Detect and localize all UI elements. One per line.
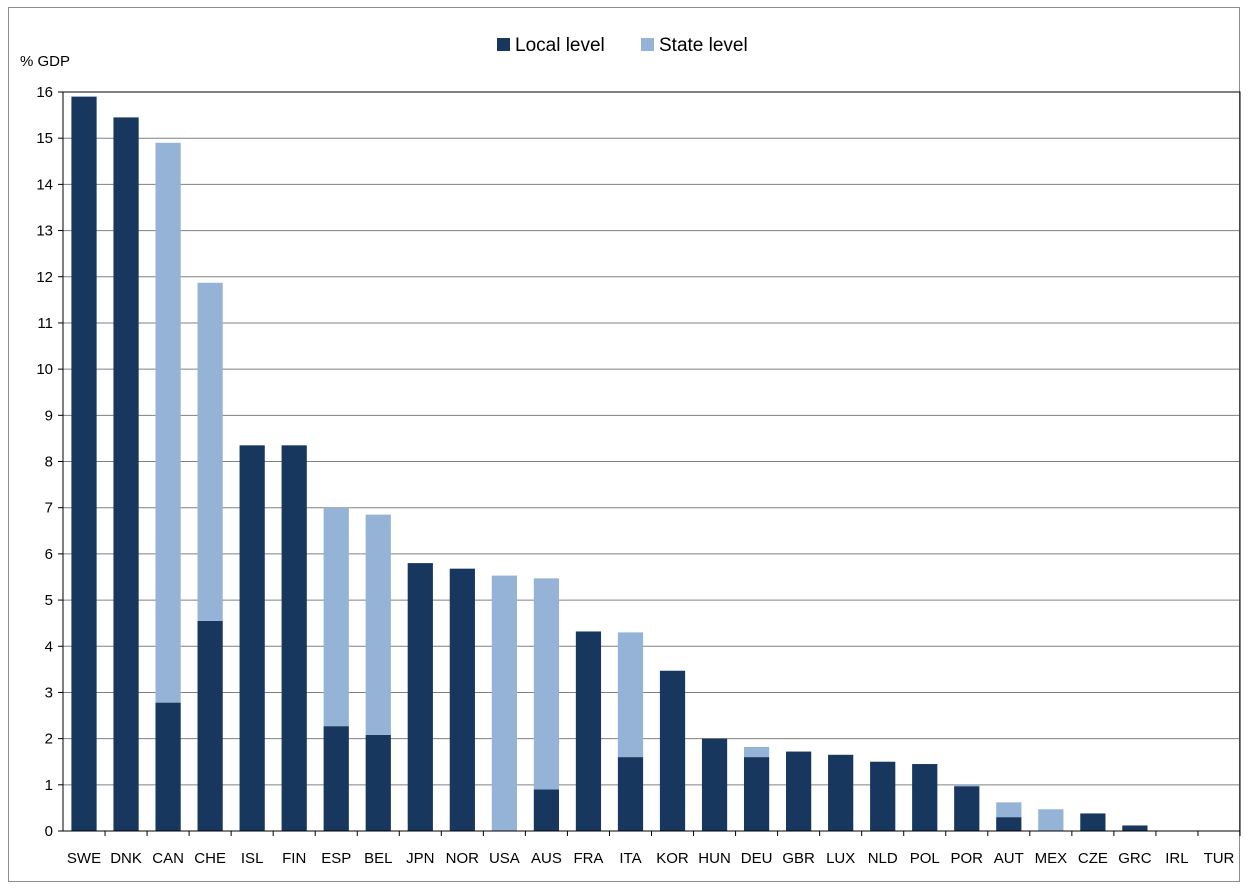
- x-category-label: KOR: [656, 850, 689, 867]
- x-category-label: DEU: [741, 850, 773, 867]
- y-tick-label: 4: [45, 638, 53, 655]
- plot-area-border: [62, 91, 1241, 832]
- y-tick-label: 6: [45, 546, 53, 563]
- bar-dnk-local: [113, 117, 139, 831]
- bar-nld-local: [870, 761, 896, 831]
- bar-aut-local: [996, 817, 1022, 831]
- y-tick-label: 1: [45, 777, 53, 794]
- y-tick-label: 0: [45, 823, 53, 840]
- y-tick-label: 16: [36, 84, 53, 101]
- x-category-label: AUT: [994, 850, 1024, 867]
- x-category-label: NOR: [446, 850, 480, 867]
- y-tick-label: 3: [45, 684, 53, 701]
- x-category-label: GRC: [1118, 850, 1152, 867]
- x-category-label: AUS: [531, 850, 562, 867]
- x-category-label: MEX: [1035, 850, 1068, 867]
- y-axis-unit-label: % GDP: [20, 53, 70, 70]
- legend-label-local: Local level: [515, 35, 605, 56]
- bar-aus-local: [533, 789, 560, 831]
- bars: [71, 96, 1241, 836]
- bar-grc-local: [1122, 825, 1148, 831]
- x-category-label: ESP: [321, 850, 351, 867]
- bar-bel-local: [365, 734, 391, 831]
- bar-bel-state: [365, 514, 391, 735]
- bar-deu-state: [743, 746, 770, 758]
- bar-swe-local: [71, 96, 97, 831]
- x-category-label: BEL: [364, 850, 392, 867]
- y-tick-label: 8: [45, 454, 53, 471]
- x-category-label: POR: [951, 850, 984, 867]
- bar-ita-state: [617, 632, 644, 758]
- x-category-label: TUR: [1204, 850, 1235, 867]
- x-category-label: GBR: [782, 850, 815, 867]
- legend: Local level State level: [497, 35, 748, 56]
- y-tick-label: 13: [36, 223, 53, 240]
- y-tick-label: 12: [36, 269, 53, 286]
- bar-che-state: [197, 282, 223, 621]
- bar-esp-state: [323, 507, 349, 727]
- bar-aus-state: [533, 578, 560, 790]
- bar-fin-local: [281, 445, 307, 831]
- bar-can-state: [155, 142, 181, 703]
- bar-can-local: [155, 702, 181, 831]
- bar-esp-local: [323, 726, 349, 831]
- y-tick-label: 7: [45, 500, 53, 517]
- bar-jpn-local: [407, 563, 433, 831]
- x-category-label: USA: [489, 850, 520, 867]
- x-category-label: LUX: [826, 850, 855, 867]
- x-category-label: NLD: [868, 850, 898, 867]
- bar-nor-local: [449, 568, 475, 831]
- legend-swatch-state: [641, 38, 654, 51]
- bar-ita-local: [617, 757, 644, 831]
- y-tick-label: 11: [37, 315, 53, 332]
- gridlines: [58, 91, 1240, 832]
- bar-pol-local: [912, 764, 938, 831]
- bar-deu-local: [743, 757, 770, 831]
- bar-por-state: [954, 784, 980, 787]
- bar-fra-local: [575, 631, 602, 831]
- legend-label-state: State level: [659, 35, 748, 56]
- axes: [62, 91, 1241, 832]
- y-tick-label: 10: [36, 361, 53, 378]
- bar-usa-state: [491, 575, 517, 831]
- x-category-label: IRL: [1165, 850, 1188, 867]
- x-category-label: CAN: [152, 850, 184, 867]
- bar-gbr-local: [786, 751, 812, 831]
- bar-mex-state: [1038, 809, 1064, 831]
- legend-swatch-local: [497, 38, 510, 51]
- bar-cze-local: [1080, 813, 1106, 831]
- bar-aut-state: [996, 802, 1022, 818]
- x-category-label: SWE: [67, 850, 101, 867]
- x-category-label: ISL: [241, 850, 264, 867]
- x-category-label: HUN: [698, 850, 731, 867]
- bar-hun-local: [701, 738, 728, 831]
- x-category-label: CHE: [194, 850, 226, 867]
- x-category-label: CZE: [1078, 850, 1108, 867]
- x-category-label: POL: [910, 850, 940, 867]
- bar-isl-local: [239, 445, 265, 831]
- y-tick-label: 9: [45, 407, 53, 424]
- x-category-labels: SWE DNK CAN CHE ISL FIN ESP BEL JPN NOR USA AUS FRA I…: [67, 850, 1235, 867]
- x-category-label: FIN: [282, 850, 306, 867]
- y-tick-label: 5: [45, 592, 53, 609]
- bar-kor-local: [659, 670, 686, 831]
- x-category-label: DNK: [110, 850, 142, 867]
- bar-por-local: [954, 786, 980, 831]
- x-category-label: JPN: [406, 850, 434, 867]
- x-category-label: ITA: [619, 850, 641, 867]
- y-tick-label: 15: [36, 130, 53, 147]
- x-category-label: FRA: [573, 850, 603, 867]
- bar-lux-local: [828, 754, 854, 831]
- y-tick-label: 2: [45, 731, 53, 748]
- bar-che-local: [197, 620, 223, 831]
- y-tick-label: 14: [36, 176, 53, 193]
